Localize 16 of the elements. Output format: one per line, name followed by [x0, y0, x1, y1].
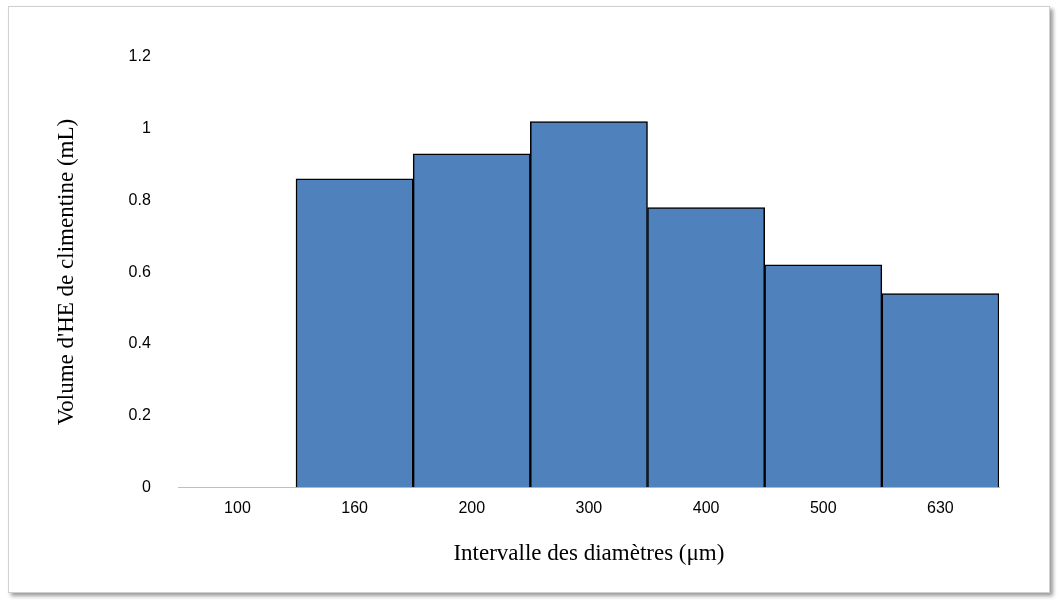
y-tick-label: 0 [141, 477, 151, 495]
y-tick-label: 0.6 [128, 262, 151, 280]
y-axis-title: Volume d'HE de climentine (mL) [52, 118, 78, 426]
y-tick-label: 0.8 [128, 190, 151, 208]
x-tick-label: 400 [692, 499, 720, 517]
x-axis-title: Intervalle des diamètres (μm) [453, 540, 725, 566]
x-tick-label: 160 [341, 499, 369, 517]
y-tick-label: 0.4 [128, 334, 151, 352]
x-tick-label: 100 [224, 499, 251, 517]
y-tick-label: 1 [141, 119, 151, 137]
x-tick-label: 500 [809, 499, 837, 517]
x-tick-label: 200 [458, 499, 486, 517]
y-tick-label: 0.2 [128, 405, 151, 423]
x-tick-label: 630 [927, 499, 954, 517]
y-tick-label: 1.2 [128, 47, 151, 65]
x-tick-label: 300 [575, 499, 603, 517]
